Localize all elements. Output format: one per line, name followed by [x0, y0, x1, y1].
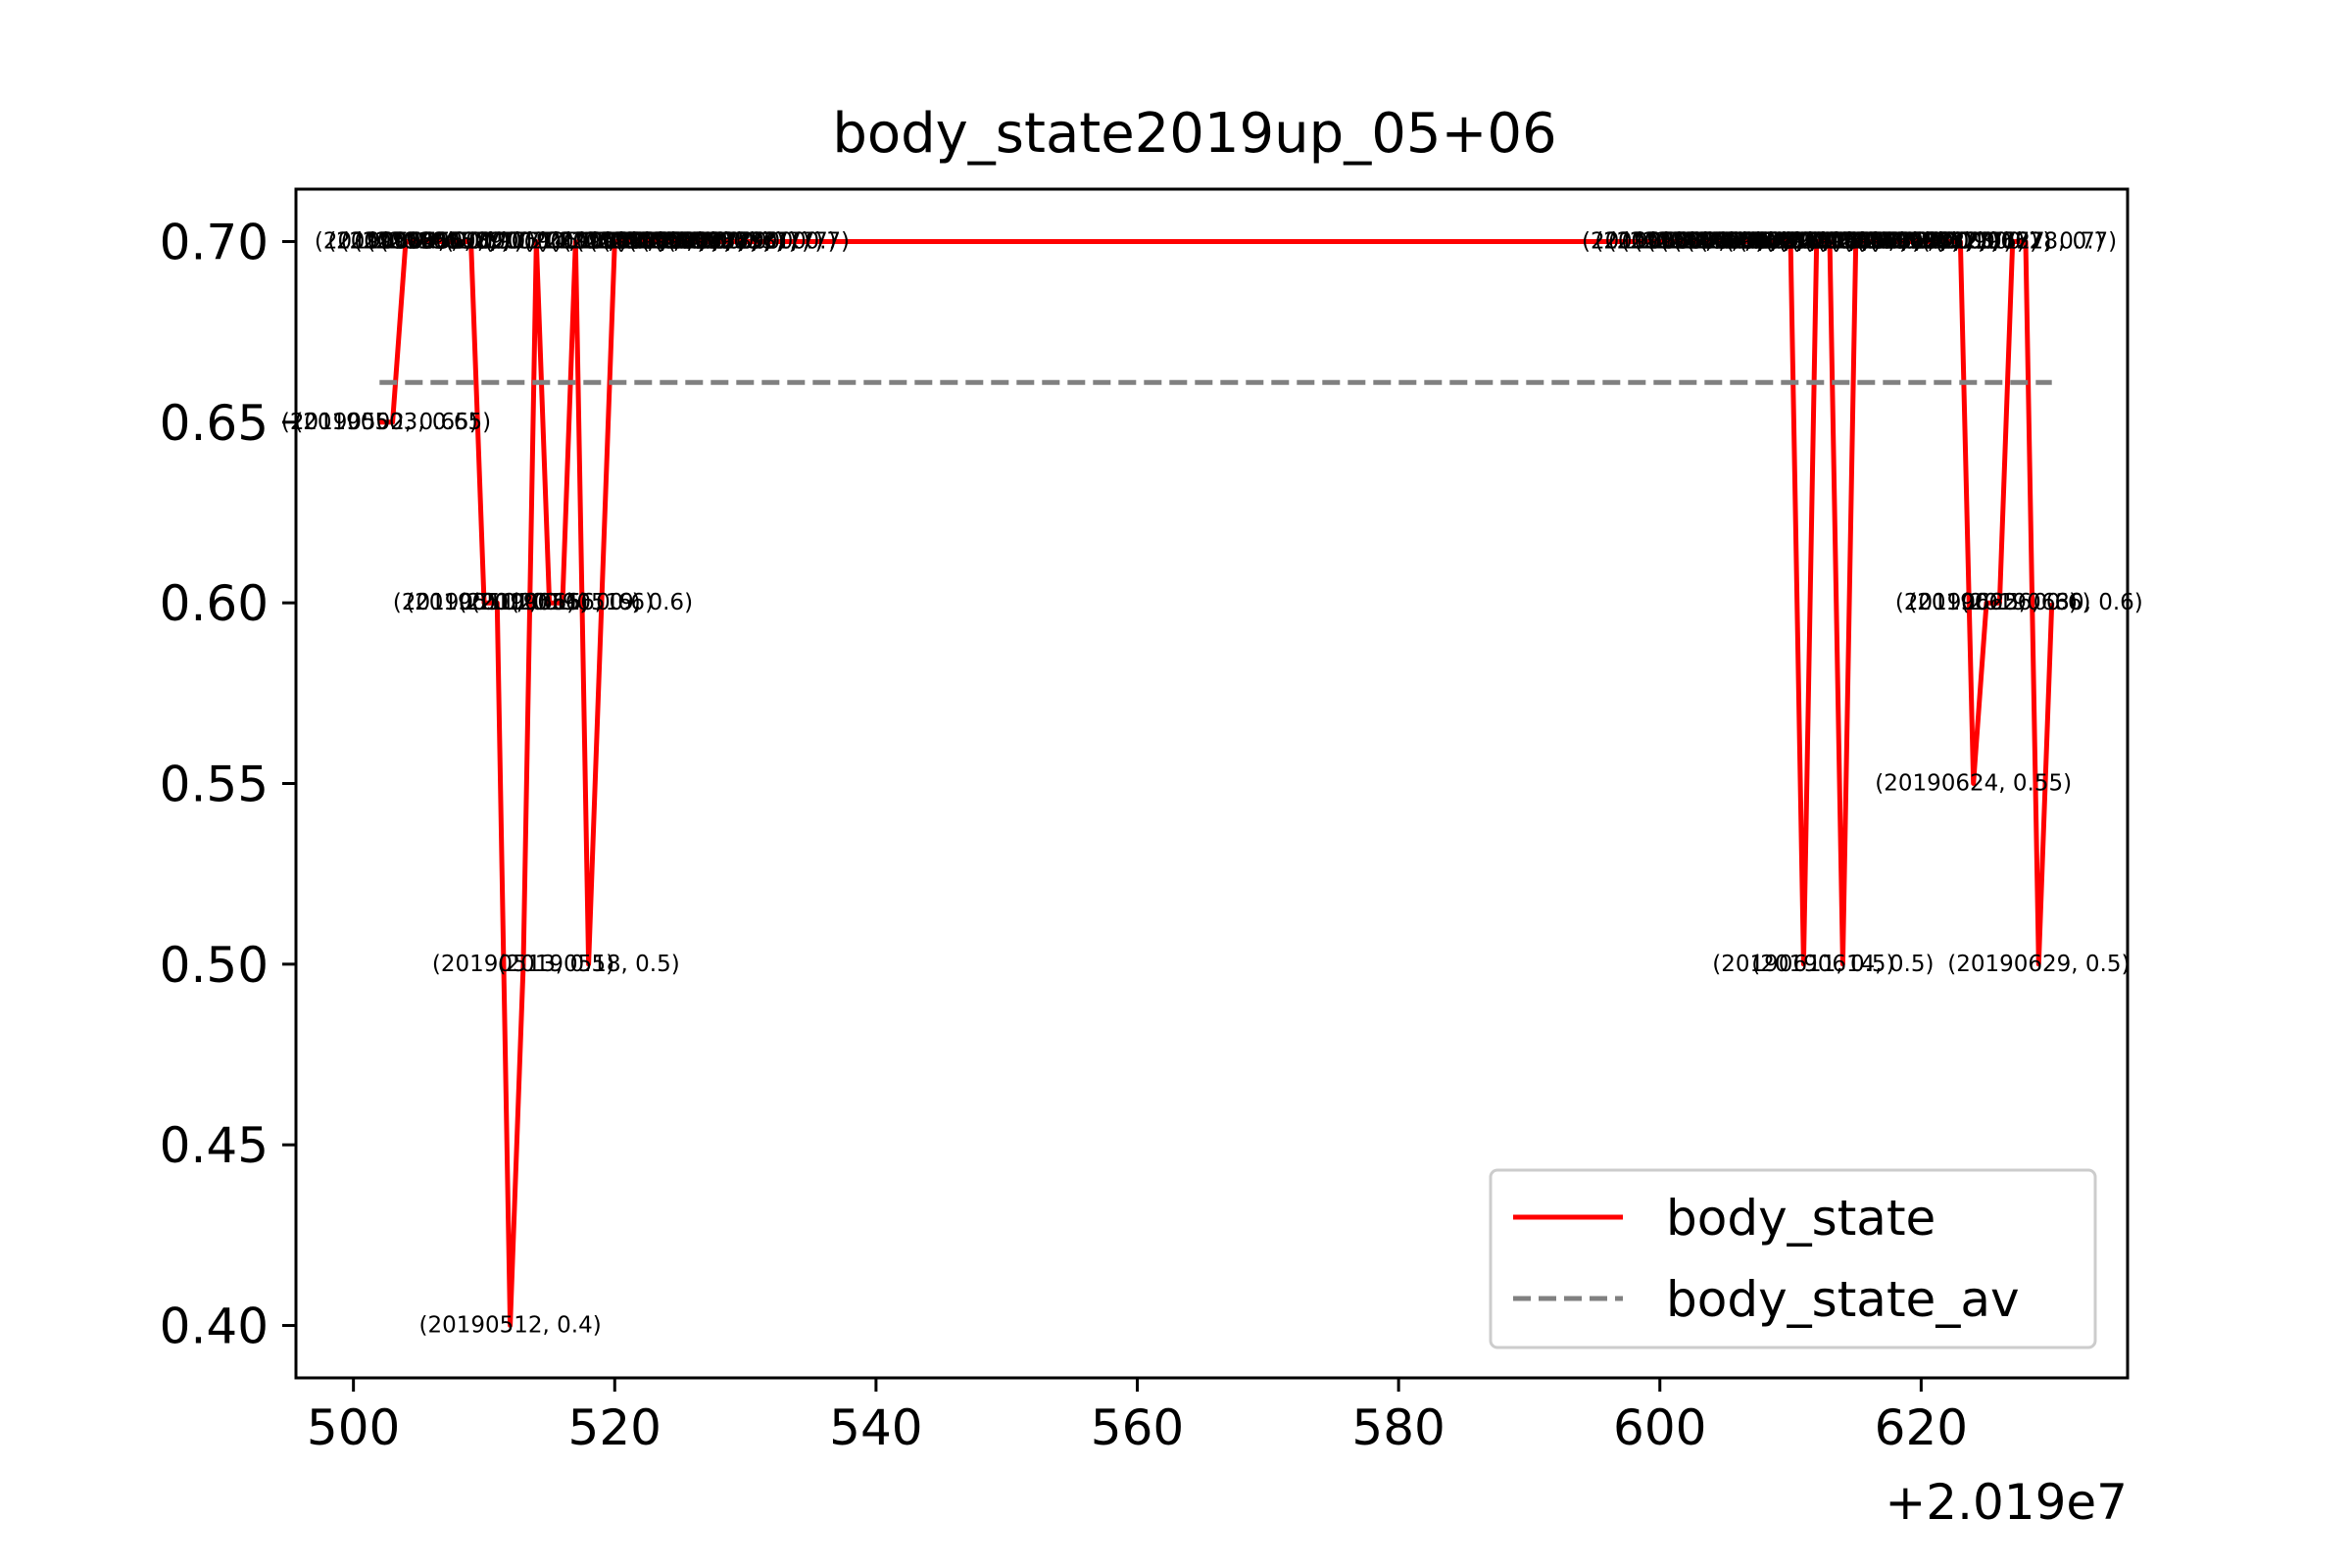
x-tick-label-620: 620: [1875, 1399, 1968, 1456]
x-tick-label-540: 540: [829, 1399, 922, 1456]
data-label: (20190526, 0.7): [602, 228, 784, 254]
data-label: (20190515, 0.6): [459, 590, 641, 615]
data-label: (20190608, 0.7): [1673, 228, 1855, 254]
data-label: (20190518, 0.5): [498, 952, 680, 977]
annotation-layer: (20190502, 0.65)(20190503, 0.65) (2019050…: [281, 228, 2143, 1338]
series-line-body-state: [379, 239, 2055, 1328]
data-label: (20190625, 0.6): [1895, 590, 2078, 615]
data-label: (20190530, 0.7): [654, 228, 836, 254]
data-label: (20190508, 0.7): [367, 228, 549, 254]
data-label: (20190505, 0.7): [327, 228, 510, 254]
data-label: (20190512, 0.4): [419, 1313, 602, 1339]
data-label: (20190603, 0.7): [1608, 228, 1790, 254]
x-tick-label-580: 580: [1351, 1399, 1445, 1456]
legend-label-body-state: body_state: [1666, 1190, 1936, 1247]
data-label: (20190509, 0.7): [380, 228, 563, 254]
data-label: (20190611, 0.5): [1712, 952, 1894, 977]
y-tick-label-2: 0.50: [160, 937, 269, 994]
data-label: (20190621, 0.7): [1843, 228, 2026, 254]
x-axis: 500 520 540 560 580 600 620: [307, 1378, 1968, 1456]
data-label: (20190514, 0.7): [445, 228, 627, 254]
data-label: (20190627, 0.7): [1922, 228, 2104, 254]
data-label: (20190626, 0.6): [1908, 590, 2090, 615]
data-label: (20190529, 0.7): [641, 228, 823, 254]
y-tick-label-1: 0.45: [160, 1117, 269, 1174]
data-label: (20190614, 0.5): [1751, 952, 1934, 977]
data-label: (20190522, 0.7): [550, 228, 732, 254]
x-tick-label-520: 520: [568, 1399, 662, 1456]
data-label: (20190630, 0.6): [1961, 590, 2143, 615]
data-label: (20190523, 0.7): [563, 228, 745, 254]
data-label: (20190521, 0.7): [536, 228, 718, 254]
data-label: (20190605, 0.7): [1634, 228, 1816, 254]
data-label: (20190506, 0.7): [341, 228, 523, 254]
data-label: (20190502, 0.65): [281, 410, 478, 435]
data-label: (20190607, 0.7): [1660, 228, 1842, 254]
data-label: (20190610, 0.7): [1699, 228, 1882, 254]
series-layer: [379, 239, 2055, 1328]
data-label: (20190619, 0.7): [1817, 228, 1999, 254]
data-label: (20190517, 0.7): [484, 228, 666, 254]
data-label: (20190516, 0.6): [471, 590, 654, 615]
data-label: (20190513, 0.5): [432, 952, 614, 977]
data-label: (20190527, 0.7): [614, 228, 797, 254]
data-label: (20190519, 0.6): [511, 590, 693, 615]
y-axis: 0.40 0.45 0.50 0.55 0.60 0.65 0.70: [160, 214, 296, 1355]
y-tick-label-4: 0.60: [160, 575, 269, 632]
data-label: (20190606, 0.7): [1647, 228, 1830, 254]
y-tick-label-0: 0.40: [160, 1298, 269, 1355]
x-tick-label-600: 600: [1613, 1399, 1706, 1456]
data-label: (20190504, 0.7): [315, 228, 497, 254]
legend-box: [1489, 1168, 2097, 1349]
data-label: (20190616, 0.7): [1778, 228, 1960, 254]
data-label: (20190602, 0.7): [1594, 228, 1777, 254]
data-label: (20190617, 0.7): [1790, 228, 1973, 254]
data-label: (20190612, 0.7): [1726, 228, 1908, 254]
x-tick-label-560: 560: [1091, 1399, 1184, 1456]
legend: body_state body_state_av: [1489, 1168, 2097, 1349]
data-label: (20190620, 0.7): [1830, 228, 2012, 254]
y-tick-label-3: 0.55: [160, 757, 269, 813]
chart-title: body_state2019up_05+06: [832, 102, 1556, 166]
data-label: (20190528, 0.7): [628, 228, 810, 254]
data-label: (20190618, 0.7): [1804, 228, 1986, 254]
data-label: (20190531, 0.7): [667, 228, 850, 254]
y-tick-label-6: 0.70: [160, 214, 269, 270]
data-label: (20190507, 0.7): [354, 228, 536, 254]
data-label: (20190520, 0.7): [523, 228, 706, 254]
data-label: (20190615, 0.7): [1765, 228, 1947, 254]
data-label: (20190525, 0.7): [589, 228, 771, 254]
data-label: (20190624, 0.55): [1875, 771, 2072, 797]
data-label: (20190511, 0.6): [406, 590, 588, 615]
data-label: (20190609, 0.7): [1687, 228, 1869, 254]
data-label: (20190604, 0.7): [1621, 228, 1803, 254]
data-label: (20190622, 0.7): [1856, 228, 2038, 254]
data-label: (20190623, 0.7): [1869, 228, 2051, 254]
data-label: (20190601, 0.7): [1582, 228, 1764, 254]
data-label: (20190503, 0.65): [294, 410, 491, 435]
data-label: (20190629, 0.5): [1947, 952, 2130, 977]
data-label: (20190628, 0.7): [1935, 228, 2117, 254]
data-label: (20190613, 0.7): [1739, 228, 1921, 254]
x-tick-label-500: 500: [307, 1399, 400, 1456]
data-label: (20190524, 0.7): [575, 228, 758, 254]
legend-label-body-state-av: body_state_av: [1666, 1271, 2020, 1328]
x-axis-offset-label: +2.019e7: [1885, 1474, 2128, 1531]
y-tick-label-5: 0.65: [160, 395, 269, 452]
data-label: (20190510, 0.6): [393, 590, 575, 615]
